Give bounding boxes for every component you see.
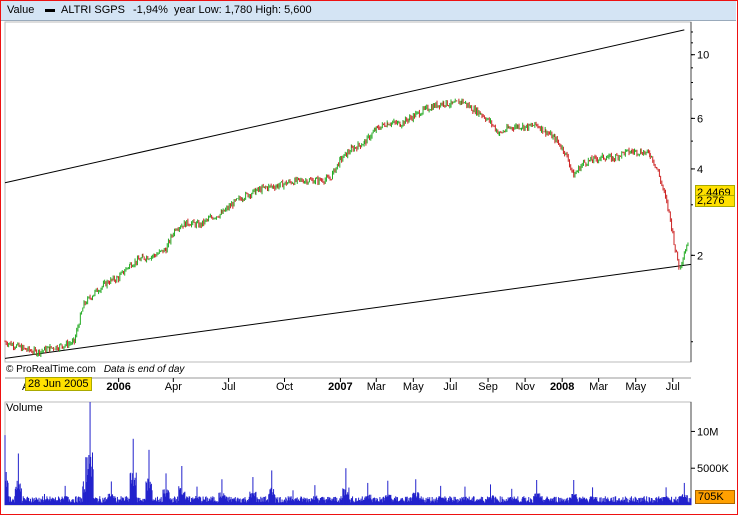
channel-line-lower: [4, 263, 692, 359]
copyright-credit: © ProRealTime.com Data is end of day: [6, 364, 185, 375]
volume-plot-area: [4, 401, 692, 506]
x-tick-label: Nov: [515, 381, 535, 393]
x-tick-label: Jul: [222, 381, 236, 393]
value-label: Value: [7, 4, 35, 16]
x-tick-label: 2006: [106, 381, 130, 393]
crosshair-date-tag: 28 Jun 2005: [25, 377, 92, 391]
chart-header: Value ALTRI SGPS -1,94% year Low: 1,780 …: [1, 1, 736, 21]
copyright-symbol: ©: [6, 364, 16, 375]
x-tick-label: Mar: [367, 381, 386, 393]
y-tick-label: 10: [697, 50, 709, 62]
last-volume-tag: 705K: [695, 490, 735, 504]
y-tick-label: 2: [697, 250, 703, 262]
x-tick-label: Mar: [589, 381, 608, 393]
credit-source: ProRealTime.com: [16, 364, 96, 375]
volume-title: Volume: [6, 402, 43, 414]
x-tick-label: May: [403, 381, 424, 393]
series-swatch: [45, 9, 55, 12]
instrument-name: ALTRI SGPS: [61, 4, 125, 16]
x-tick-label: 2007: [328, 381, 352, 393]
y-tick-label: 6: [697, 113, 703, 125]
x-tick-label: 2008: [550, 381, 574, 393]
volume-tick-label: 5000K: [697, 463, 729, 475]
volume-tick-label: 10M: [697, 426, 718, 438]
x-tick-label: Oct: [276, 381, 293, 393]
credit-note: Data is end of day: [104, 364, 186, 375]
x-tick-label: May: [625, 381, 646, 393]
x-tick-label: Apr: [165, 381, 182, 393]
close-price-tag: 2,276: [695, 195, 735, 207]
x-tick-label: Jul: [666, 381, 680, 393]
channel-line-upper: [4, 29, 685, 184]
change-percent: -1,94%: [133, 4, 168, 16]
x-tick-label: Sep: [478, 381, 498, 393]
x-tick-label: Jul: [443, 381, 457, 393]
year-range: year Low: 1,780 High: 5,600: [174, 4, 312, 16]
y-tick-label: 4: [697, 164, 703, 176]
